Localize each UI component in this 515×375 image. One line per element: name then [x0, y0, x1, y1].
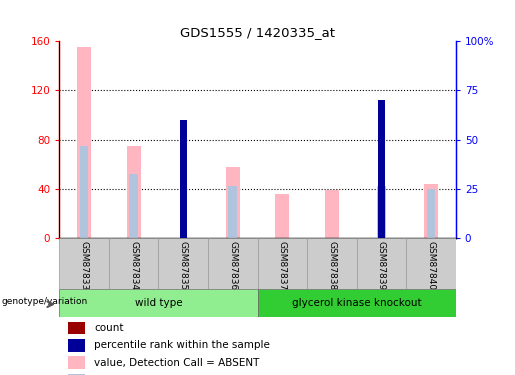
Bar — [276, 194, 289, 238]
Bar — [307, 238, 356, 289]
Bar — [68, 374, 85, 375]
Text: GSM87836: GSM87836 — [228, 241, 237, 290]
Bar — [406, 238, 456, 289]
Bar — [159, 238, 208, 289]
Bar — [68, 339, 85, 352]
Bar — [79, 146, 89, 238]
Bar — [59, 238, 109, 289]
Bar — [180, 120, 186, 238]
Bar — [424, 184, 438, 238]
Title: GDS1555 / 1420335_at: GDS1555 / 1420335_at — [180, 26, 335, 39]
Text: GSM87840: GSM87840 — [426, 241, 436, 290]
Text: wild type: wild type — [134, 298, 182, 308]
Text: GSM87837: GSM87837 — [278, 241, 287, 290]
Bar — [77, 47, 91, 238]
Bar — [378, 100, 385, 238]
Bar — [68, 356, 85, 369]
Text: GSM87835: GSM87835 — [179, 241, 187, 290]
Bar — [325, 190, 339, 238]
Text: percentile rank within the sample: percentile rank within the sample — [94, 340, 270, 350]
Text: GSM87839: GSM87839 — [377, 241, 386, 290]
Text: glycerol kinase knockout: glycerol kinase knockout — [292, 298, 421, 308]
Text: genotype/variation: genotype/variation — [1, 297, 88, 306]
Bar — [208, 238, 258, 289]
Bar — [426, 189, 436, 238]
Text: GSM87834: GSM87834 — [129, 241, 138, 290]
Text: count: count — [94, 323, 124, 333]
Bar — [109, 238, 159, 289]
Bar — [68, 322, 85, 334]
Bar — [129, 174, 138, 238]
Bar — [258, 238, 307, 289]
Bar — [228, 186, 237, 238]
Bar — [180, 140, 186, 238]
Bar — [378, 162, 385, 238]
Bar — [377, 186, 386, 238]
Bar — [356, 238, 406, 289]
Bar — [127, 146, 141, 238]
Bar — [59, 289, 258, 317]
Bar — [226, 167, 239, 238]
Text: GSM87838: GSM87838 — [328, 241, 336, 290]
Text: GSM87833: GSM87833 — [79, 241, 89, 290]
Bar — [258, 289, 456, 317]
Text: value, Detection Call = ABSENT: value, Detection Call = ABSENT — [94, 358, 260, 368]
